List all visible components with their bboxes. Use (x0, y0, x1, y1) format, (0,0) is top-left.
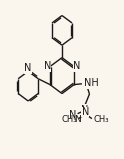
Text: CH₃: CH₃ (93, 115, 109, 124)
Text: N: N (73, 61, 80, 71)
Text: N: N (82, 107, 89, 117)
Text: NH: NH (84, 78, 99, 88)
Text: N: N (81, 105, 89, 115)
Text: N: N (24, 63, 32, 73)
Text: N: N (69, 110, 77, 120)
Text: N: N (75, 115, 81, 124)
Text: CH₃: CH₃ (62, 115, 77, 124)
Text: N: N (44, 61, 51, 71)
